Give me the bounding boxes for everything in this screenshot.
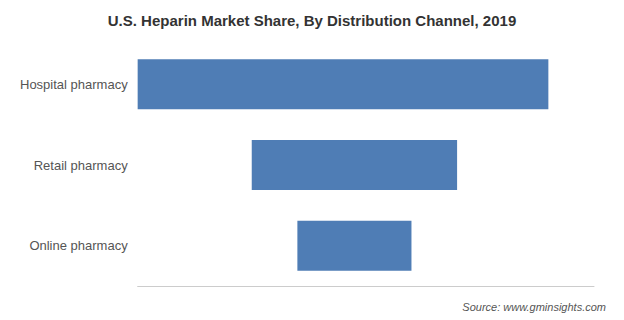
svg-text:U.S. Heparin Market Share, By: U.S. Heparin Market Share, By Distributi… xyxy=(108,12,516,29)
svg-text:Hospital pharmacy: Hospital pharmacy xyxy=(20,77,128,92)
svg-text:Source: www.gminsights.com: Source: www.gminsights.com xyxy=(462,301,606,313)
svg-text:Online pharmacy: Online pharmacy xyxy=(29,238,128,253)
svg-text:Retail pharmacy: Retail pharmacy xyxy=(34,158,128,173)
